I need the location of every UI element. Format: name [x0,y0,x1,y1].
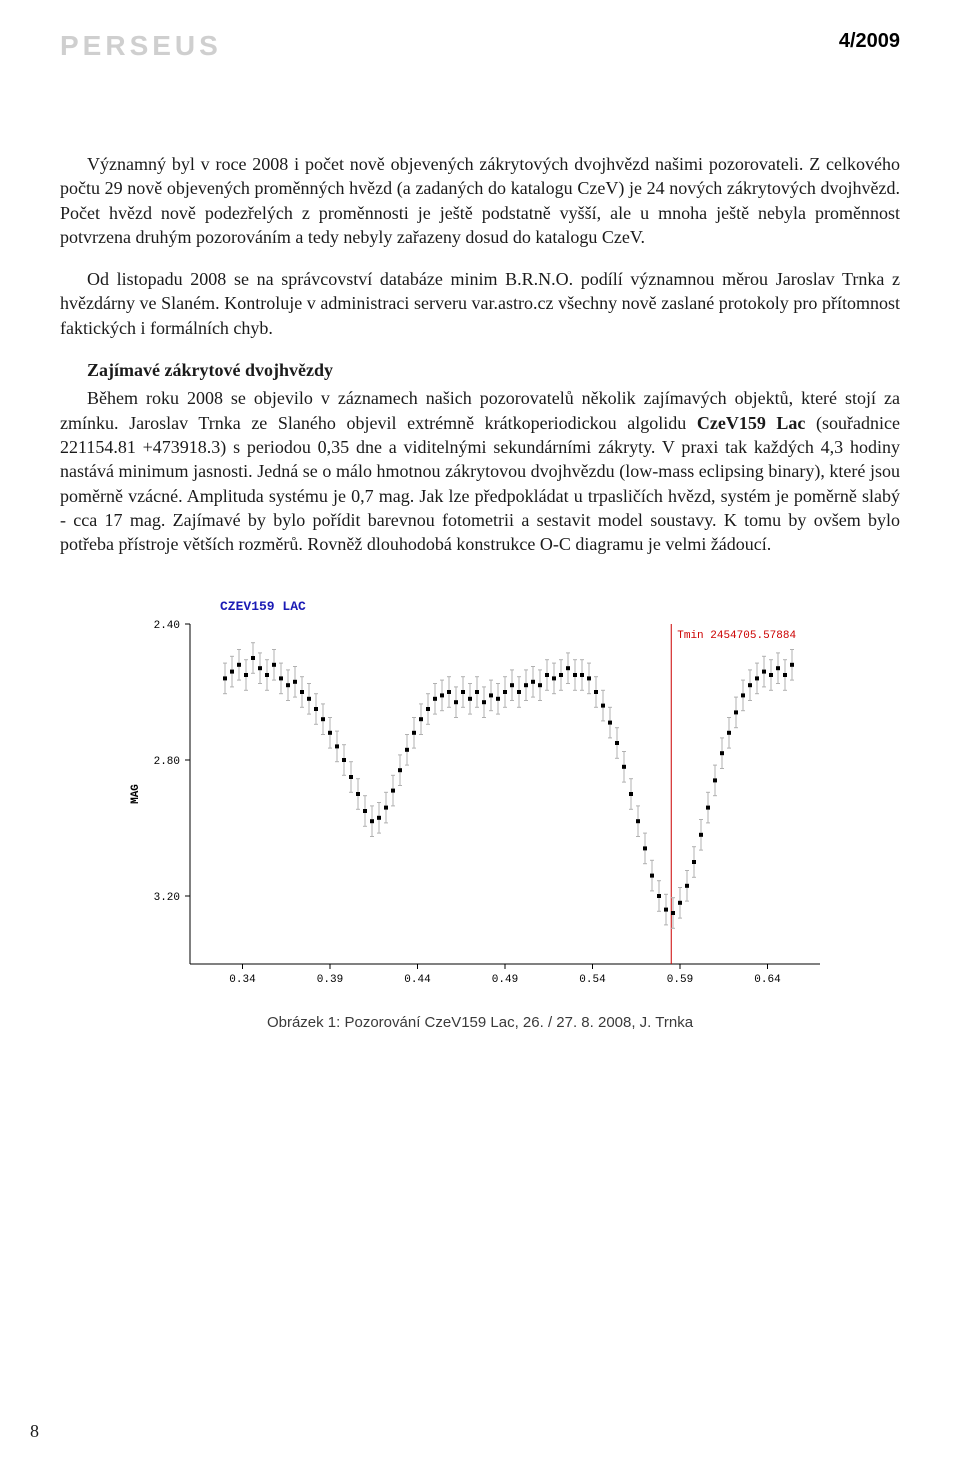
page: PERSEUS 4/2009 Významný byl v roce 2008 … [0,0,960,1462]
figure-caption: Obrázek 1: Pozorování CzeV159 Lac, 26. /… [267,1014,693,1031]
svg-text:Tmin 2454705.57884: Tmin 2454705.57884 [677,630,796,642]
svg-text:0.39: 0.39 [317,974,343,986]
paragraph-3-b: (souřadnice 221154.81 +473918.3) s perio… [60,413,900,554]
svg-text:3.20: 3.20 [154,892,180,904]
paragraph-2: Od listopadu 2008 se na správcovství dat… [60,267,900,340]
light-curve-chart: 2.40 2.80 3.20 0.34 0.39 0.44 0.49 0.54 0.59 0.64… [120,584,840,1004]
paragraph-1: Významný byl v roce 2008 i počet nově ob… [60,152,900,249]
svg-text:CZEV159 LAC: CZEV159 LAC [220,599,306,614]
page-header: PERSEUS 4/2009 [60,30,900,62]
svg-text:0.64: 0.64 [754,974,781,986]
article-body: Významný byl v roce 2008 i počet nově ob… [60,152,900,556]
subheading: Zajímavé zákrytové dvojhvězdy [60,358,900,382]
figure: 2.40 2.80 3.20 0.34 0.39 0.44 0.49 0.54 0.59 0.64… [60,584,900,1031]
svg-text:0.59: 0.59 [667,974,693,986]
svg-text:2.40: 2.40 [154,620,180,632]
svg-text:0.49: 0.49 [492,974,518,986]
page-number: 8 [30,1421,39,1442]
journal-logo: PERSEUS [60,30,222,62]
svg-text:0.34: 0.34 [229,974,256,986]
svg-text:2.80: 2.80 [154,756,180,768]
svg-text:0.54: 0.54 [579,974,606,986]
svg-text:MAG: MAG [130,784,142,804]
issue-number: 4/2009 [839,30,900,53]
object-name-bold: CzeV159 Lac [697,413,806,433]
paragraph-3: Během roku 2008 se objevilo v záznamech … [60,386,900,556]
svg-text:0.44: 0.44 [404,974,431,986]
